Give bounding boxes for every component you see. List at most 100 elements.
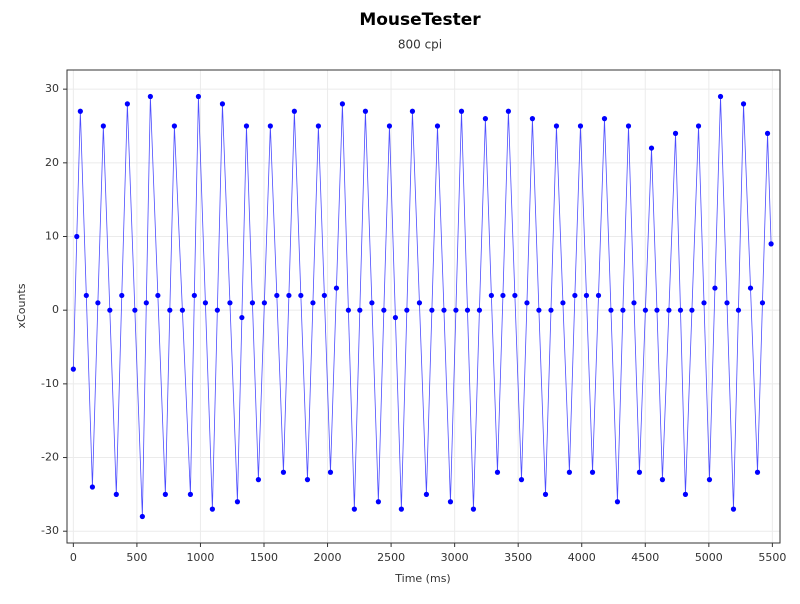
data-point [542,491,549,497]
data-point [747,285,754,291]
data-point [754,469,761,475]
data-point [572,292,578,299]
data-point [214,307,220,313]
data-point [280,469,287,475]
data-point [171,123,177,129]
data-point [636,469,643,475]
data-point [423,491,430,497]
data-point [249,300,256,306]
data-point [654,307,660,313]
data-point [724,300,730,306]
x-tick-label: 5000 [695,551,723,564]
data-point [327,469,334,475]
data-point [706,477,713,483]
data-point [219,101,226,107]
data-point [310,300,316,306]
x-tick-label: 500 [126,551,147,564]
data-point [132,307,138,313]
data-point [139,513,145,520]
data-point [392,314,399,321]
plot-frame [66,69,781,544]
data-point [730,506,737,512]
data-point [339,101,346,107]
data-point [155,292,161,299]
data-point [147,93,153,100]
data-point [735,307,742,313]
data-point [83,292,89,299]
x-tick-label: 1000 [186,551,214,564]
data-point [666,307,672,313]
data-point [195,93,202,100]
data-point [494,469,501,475]
y-tick-label: -10 [41,377,59,390]
x-tick-label: 4000 [568,551,596,564]
data-point [458,108,465,114]
data-point [589,469,596,475]
data-point [677,307,684,313]
data-point [759,300,766,306]
data-point [234,499,241,505]
chart-title: MouseTester [359,10,481,30]
data-point [625,123,632,129]
data-point [286,292,292,299]
data-point [453,307,459,313]
y-axis-label: xCounts [15,283,28,328]
x-tick-label: 3500 [504,551,532,564]
data-point [740,101,747,107]
data-point [464,307,471,313]
data-point [369,300,375,306]
data-point [124,101,130,107]
data-point [95,300,101,306]
data-point [701,300,707,306]
x-tick-label: 2000 [314,551,342,564]
data-point [524,300,530,306]
data-point [143,300,149,306]
data-point [381,307,387,313]
data-point [648,145,655,151]
x-axis-label: Time (ms) [394,572,450,585]
data-point [595,292,602,299]
data-point [404,307,410,313]
data-point [577,123,584,129]
data-point [274,292,280,299]
data-point [89,484,96,490]
data-point [717,93,724,100]
data-point [500,292,506,299]
data-point [689,307,695,313]
data-point [255,477,262,483]
data-point [601,116,608,122]
data-point [187,491,194,497]
data-point [362,108,369,114]
data-point [620,307,626,313]
data-point [267,123,273,129]
data-point [119,292,125,299]
data-point [441,307,447,313]
data-point [560,300,566,306]
data-point [642,307,649,313]
chart-subtitle: 800 cpi [398,38,442,52]
data-point [227,300,233,306]
data-point [239,314,245,321]
data-point [614,499,621,505]
data-point [351,506,357,512]
data-point [566,469,573,475]
data-point [261,300,267,306]
data-point [553,123,560,129]
data-point [631,300,637,306]
data-point [333,285,340,291]
data-point [243,123,250,129]
data-point [291,108,297,114]
y-tick-label: -20 [41,451,59,464]
data-point [512,292,518,299]
data-point [536,307,542,313]
data-point [768,241,774,247]
data-point [482,116,488,122]
y-tick-label: 20 [45,156,59,169]
y-tick-label: -30 [41,524,59,537]
data-point [434,123,441,129]
data-point [429,307,435,313]
data-point [398,506,404,512]
data-point [162,491,168,497]
data-point [386,123,393,129]
data-point [167,307,173,313]
